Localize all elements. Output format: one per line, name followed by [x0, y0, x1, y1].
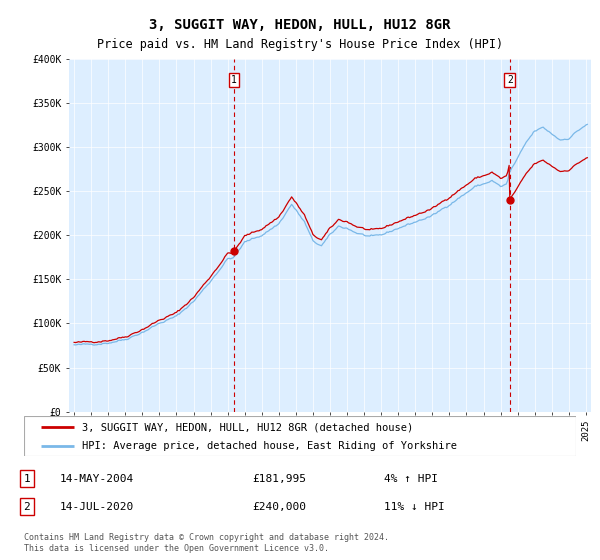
Text: 14-MAY-2004: 14-MAY-2004: [60, 474, 134, 484]
Text: 3, SUGGIT WAY, HEDON, HULL, HU12 8GR: 3, SUGGIT WAY, HEDON, HULL, HU12 8GR: [149, 18, 451, 32]
Text: £181,995: £181,995: [252, 474, 306, 484]
Text: 4% ↑ HPI: 4% ↑ HPI: [384, 474, 438, 484]
Text: 2: 2: [23, 502, 31, 512]
Text: 11% ↓ HPI: 11% ↓ HPI: [384, 502, 445, 512]
Text: Price paid vs. HM Land Registry's House Price Index (HPI): Price paid vs. HM Land Registry's House …: [97, 38, 503, 52]
Text: 3, SUGGIT WAY, HEDON, HULL, HU12 8GR (detached house): 3, SUGGIT WAY, HEDON, HULL, HU12 8GR (de…: [82, 422, 413, 432]
FancyBboxPatch shape: [24, 416, 576, 456]
Text: Contains HM Land Registry data © Crown copyright and database right 2024.
This d: Contains HM Land Registry data © Crown c…: [24, 533, 389, 553]
Text: 14-JUL-2020: 14-JUL-2020: [60, 502, 134, 512]
Text: 2: 2: [507, 75, 513, 85]
Text: 1: 1: [231, 75, 237, 85]
Text: 1: 1: [23, 474, 31, 484]
Text: HPI: Average price, detached house, East Riding of Yorkshire: HPI: Average price, detached house, East…: [82, 441, 457, 451]
Text: £240,000: £240,000: [252, 502, 306, 512]
